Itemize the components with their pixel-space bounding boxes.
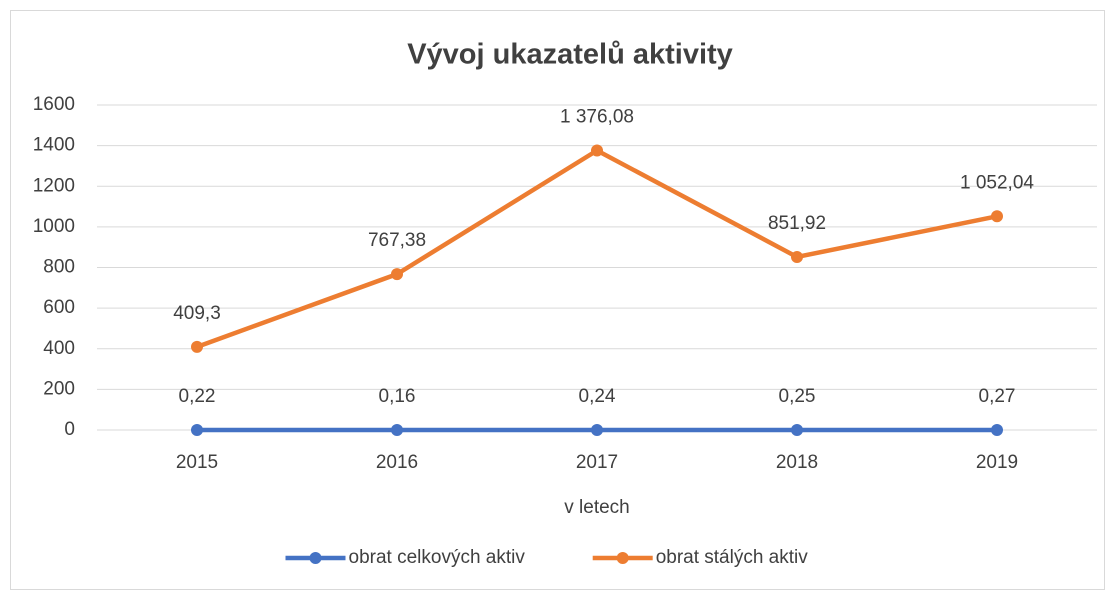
- legend-marker: [309, 552, 322, 564]
- y-tick-label: 1600: [33, 94, 75, 115]
- marker: [191, 340, 203, 353]
- marker: [391, 268, 403, 281]
- data-label: 0,25: [779, 386, 816, 407]
- data-label: 0,16: [379, 386, 416, 407]
- y-tick-label: 800: [43, 257, 75, 278]
- x-tick-label: 2017: [576, 452, 618, 473]
- legend-label: obrat celkových aktiv: [349, 547, 526, 568]
- y-tick-label: 600: [43, 297, 75, 318]
- chart-border: [10, 10, 1105, 590]
- x-tick-label: 2019: [976, 452, 1018, 473]
- data-label: 0,24: [579, 386, 616, 407]
- y-tick-label: 0: [64, 419, 75, 440]
- chart-title: Vývoj ukazatelů aktivity: [407, 39, 733, 71]
- data-label: 409,3: [173, 303, 221, 324]
- x-tick-label: 2018: [776, 452, 818, 473]
- data-label: 851,92: [768, 213, 826, 234]
- x-tick-label: 2016: [376, 452, 418, 473]
- data-label: 767,38: [368, 230, 426, 251]
- marker: [791, 250, 803, 263]
- marker: [991, 210, 1003, 223]
- y-tick-label: 1400: [33, 135, 75, 156]
- y-tick-label: 1200: [33, 175, 75, 196]
- y-tick-label: 400: [43, 338, 75, 359]
- legend-label: obrat stálých aktiv: [656, 547, 809, 568]
- marker: [191, 423, 203, 436]
- data-label: 1 052,04: [960, 172, 1034, 193]
- marker: [991, 423, 1003, 436]
- marker: [591, 144, 603, 157]
- legend-marker: [616, 552, 629, 564]
- y-tick-label: 200: [43, 378, 75, 399]
- data-label: 0,27: [979, 386, 1016, 407]
- data-label: 1 376,08: [560, 106, 634, 127]
- x-axis-title: v letech: [564, 497, 629, 518]
- data-label: 0,22: [179, 386, 216, 407]
- marker: [391, 423, 403, 436]
- x-tick-label: 2015: [176, 452, 218, 473]
- marker: [791, 423, 803, 436]
- marker: [591, 423, 603, 436]
- y-tick-label: 1000: [33, 216, 75, 237]
